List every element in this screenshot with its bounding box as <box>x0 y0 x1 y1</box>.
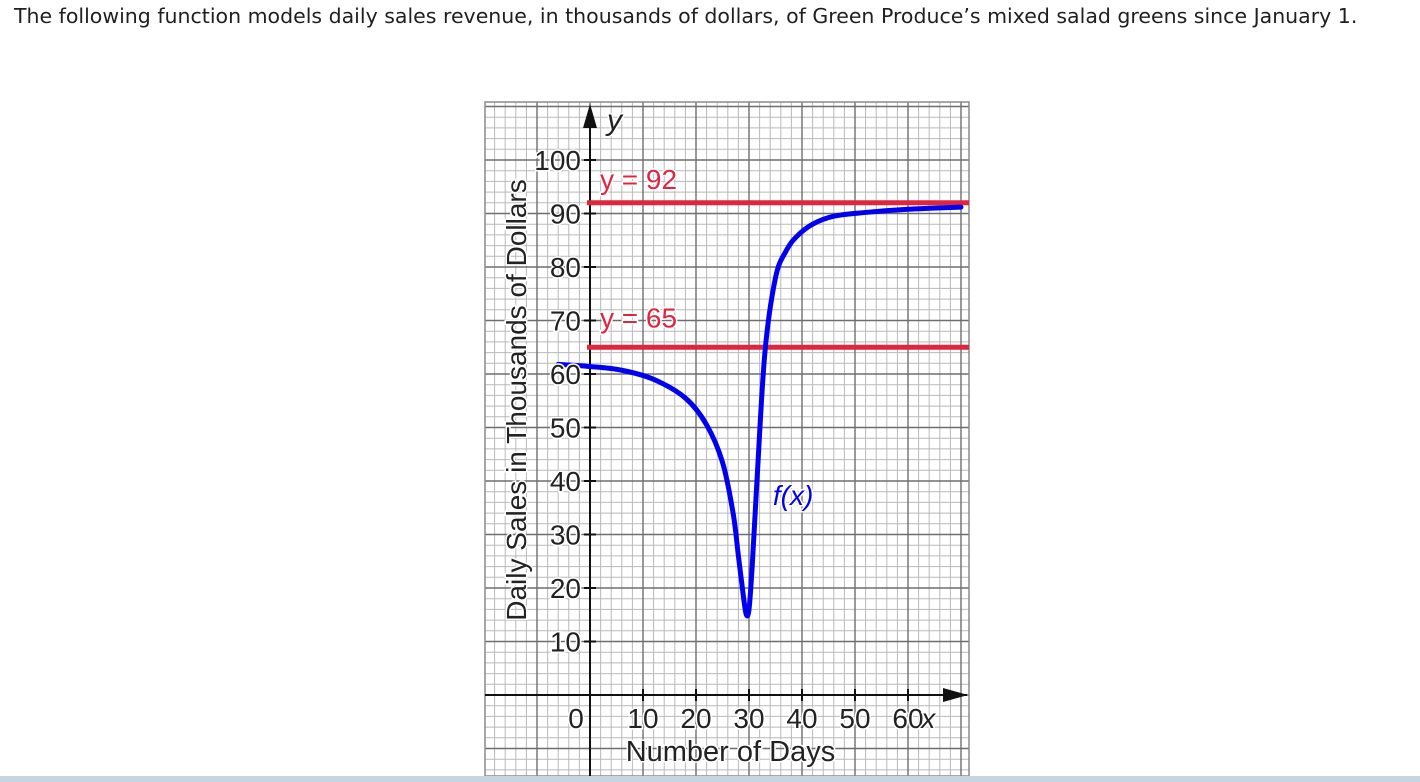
y-axis-letter: y <box>605 104 624 137</box>
x-tick-label: 60 <box>892 703 923 734</box>
x-tick-label: 50 <box>839 703 870 734</box>
page-divider <box>0 776 1420 782</box>
y-tick-label: 100 <box>534 145 581 176</box>
y-tick-label: 40 <box>550 466 581 497</box>
x-axis-arrow <box>943 688 968 702</box>
asymptote-label: y = 65 <box>600 302 677 333</box>
grid-background <box>485 102 969 776</box>
plot-background <box>485 102 969 776</box>
y-tick-label: 20 <box>550 573 581 604</box>
series-line-fx <box>555 204 964 619</box>
asymptote-lines <box>587 200 969 350</box>
prompt-text: The following function models daily sale… <box>14 4 1358 28</box>
y-tick-label: 80 <box>550 252 581 283</box>
asymptote-label: y = 92 <box>600 164 677 195</box>
chart-labels: 10 20 30 40 50 60 70 80 90 100 10 20 30 40 50 60 0 x y Numb… <box>500 103 938 770</box>
y-axis-title: Daily Sales in Thousands of Dollars <box>501 179 532 620</box>
y-tick-label: 90 <box>550 199 581 230</box>
y-tick-label: 50 <box>550 413 581 444</box>
y-tick-label: 10 <box>550 627 581 658</box>
series-label-fx: f(x) <box>773 480 813 511</box>
x-tick-label: 30 <box>733 703 764 734</box>
x-tick-label: 20 <box>680 703 711 734</box>
axes <box>485 104 968 776</box>
x-axis-letter: x <box>919 703 936 734</box>
x-tick-label: 40 <box>786 703 817 734</box>
x-tick-label: 10 <box>627 703 658 734</box>
y-tick-label: 30 <box>550 520 581 551</box>
curve-layer <box>555 204 964 619</box>
y-tick-label: 60 <box>550 359 581 390</box>
x-axis-title: Number of Days <box>626 736 836 768</box>
origin-label: 0 <box>568 703 584 734</box>
y-axis-arrow <box>583 104 597 128</box>
y-tick-label: 70 <box>550 306 581 337</box>
